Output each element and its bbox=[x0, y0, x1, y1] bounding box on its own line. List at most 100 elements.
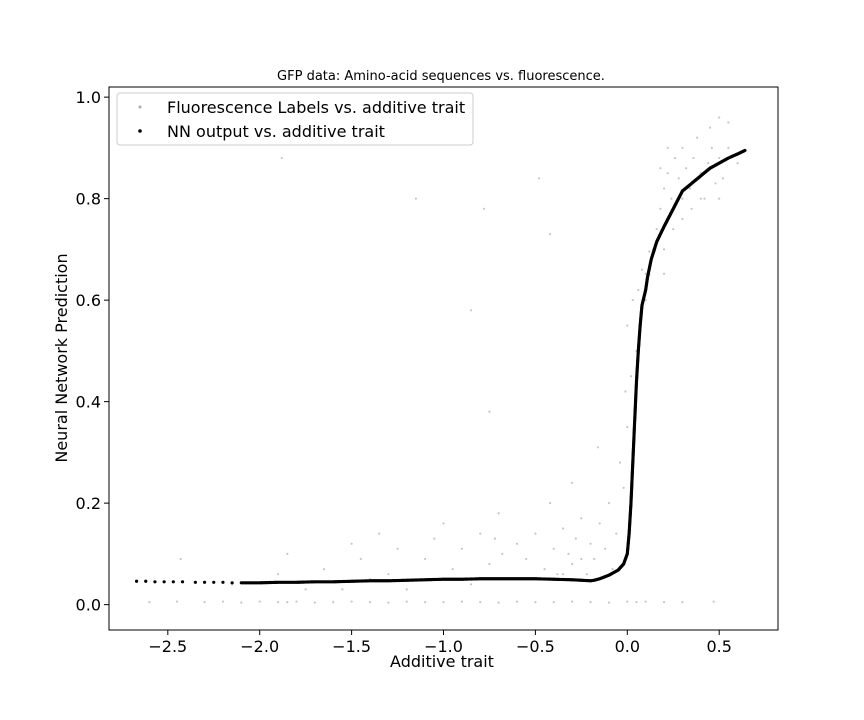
label-point bbox=[479, 532, 482, 535]
x-tick-label: −2.0 bbox=[240, 637, 279, 656]
nn-point bbox=[162, 580, 166, 584]
label-point bbox=[552, 600, 555, 604]
label-point bbox=[688, 187, 691, 190]
nn-point bbox=[180, 580, 185, 584]
label-point bbox=[561, 527, 565, 530]
y-tick-label: 0.4 bbox=[76, 393, 101, 412]
label-point bbox=[304, 588, 307, 591]
label-point bbox=[240, 601, 243, 604]
nn-point bbox=[202, 580, 207, 584]
nn-point bbox=[193, 580, 197, 584]
nn-point bbox=[134, 579, 139, 583]
label-point bbox=[387, 601, 390, 604]
y-tick-label: 0.8 bbox=[76, 190, 101, 209]
label-point bbox=[611, 568, 614, 571]
label-point bbox=[666, 146, 669, 149]
label-point bbox=[258, 600, 261, 603]
nn-point bbox=[221, 580, 225, 584]
plot-area bbox=[109, 87, 778, 630]
label-point bbox=[442, 600, 445, 604]
label-point bbox=[543, 568, 546, 571]
label-point bbox=[515, 542, 519, 545]
label-point bbox=[396, 547, 399, 550]
label-point bbox=[332, 600, 335, 604]
nn-point bbox=[153, 580, 157, 584]
label-point bbox=[451, 568, 454, 571]
label-point bbox=[673, 156, 677, 160]
label-point bbox=[469, 309, 473, 312]
label-point bbox=[286, 600, 289, 604]
label-point bbox=[604, 547, 607, 550]
label-point bbox=[648, 250, 651, 253]
legend: Fluorescence Labels vs. additive trait N… bbox=[116, 92, 474, 146]
label-point bbox=[280, 156, 283, 160]
label-point bbox=[405, 588, 408, 591]
nn-point bbox=[743, 148, 747, 153]
label-point bbox=[488, 410, 491, 413]
label-point bbox=[295, 600, 298, 603]
label-point bbox=[607, 601, 611, 604]
y-axis-label: Neural Network Prediction bbox=[52, 253, 71, 462]
x-tick-label: 0.5 bbox=[706, 637, 731, 656]
label-point bbox=[622, 486, 625, 490]
label-point bbox=[414, 197, 418, 200]
label-point bbox=[221, 600, 225, 603]
label-point bbox=[313, 601, 316, 604]
label-point bbox=[561, 573, 565, 576]
label-point bbox=[493, 537, 497, 540]
label-point bbox=[710, 146, 713, 149]
label-point bbox=[368, 600, 372, 604]
nn-point bbox=[171, 580, 175, 584]
label-point bbox=[556, 573, 559, 576]
y-tick-label: 0.2 bbox=[76, 494, 101, 513]
label-point bbox=[488, 562, 491, 566]
label-point bbox=[707, 162, 710, 165]
label-point bbox=[670, 197, 673, 200]
label-point bbox=[552, 547, 555, 550]
label-point bbox=[567, 552, 570, 555]
label-point bbox=[460, 547, 463, 550]
label-point bbox=[179, 557, 182, 561]
label-point bbox=[615, 532, 618, 535]
label-point bbox=[571, 600, 574, 603]
label-point bbox=[589, 542, 592, 545]
label-point bbox=[644, 299, 647, 302]
label-point bbox=[736, 162, 739, 165]
label-point bbox=[624, 390, 627, 393]
label-point bbox=[626, 600, 629, 603]
label-point bbox=[460, 600, 463, 603]
label-point bbox=[479, 600, 482, 604]
label-point bbox=[482, 207, 486, 210]
x-tick-label: −0.5 bbox=[516, 637, 555, 656]
label-point bbox=[662, 248, 666, 251]
label-point bbox=[341, 588, 344, 591]
label-point bbox=[718, 156, 721, 160]
nn-point bbox=[212, 580, 216, 584]
label-point bbox=[571, 481, 574, 484]
legend-label-nn: NN output vs. additive trait bbox=[167, 122, 385, 141]
label-point bbox=[629, 375, 633, 378]
label-point bbox=[703, 197, 706, 200]
label-point bbox=[662, 272, 666, 275]
label-point bbox=[685, 167, 688, 170]
legend-marker-nn bbox=[138, 129, 142, 133]
label-point bbox=[359, 557, 362, 561]
label-point bbox=[534, 532, 537, 535]
label-point bbox=[469, 583, 473, 586]
label-point bbox=[571, 562, 574, 566]
label-point bbox=[589, 600, 592, 604]
label-point bbox=[497, 601, 500, 604]
x-axis: −2.5 −2.0 −1.5 −1.0 −0.5 0.0 0.5 bbox=[148, 630, 732, 656]
nn-point bbox=[144, 579, 148, 583]
y-axis: 0.0 0.2 0.4 0.6 0.8 1.0 bbox=[76, 88, 109, 615]
label-point bbox=[607, 502, 611, 505]
y-tick-label: 0.0 bbox=[76, 596, 101, 615]
label-point bbox=[721, 177, 724, 180]
label-point bbox=[424, 600, 427, 604]
label-point bbox=[655, 227, 658, 231]
label-point bbox=[286, 552, 289, 555]
label-point bbox=[640, 268, 644, 271]
label-point bbox=[322, 568, 326, 571]
nn-point bbox=[230, 581, 234, 585]
